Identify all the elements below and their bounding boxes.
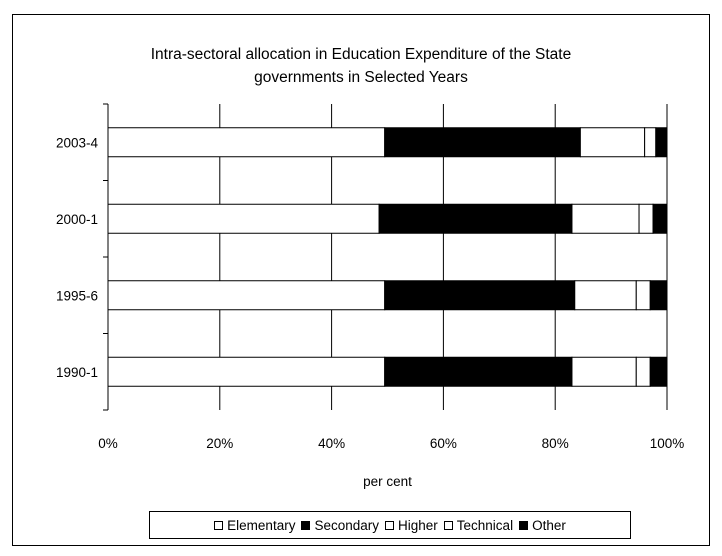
legend-item-secondary: Secondary (301, 518, 379, 533)
y-tick-label-1995-6: 1995-6 (56, 288, 98, 303)
legend-swatch-elementary (214, 520, 224, 530)
bar-higher-2003-4 (579, 127, 646, 158)
bar-higher-2000-1 (571, 203, 640, 234)
x-tick-label-0: 0% (98, 436, 118, 451)
bar-technical-1990-1 (635, 356, 651, 387)
bar-higher-1995-6 (574, 280, 637, 311)
legend-item-elementary: Elementary (214, 518, 295, 533)
y-tick-label-1990-1: 1990-1 (56, 365, 98, 380)
legend-label-secondary: Secondary (314, 517, 379, 533)
bar-secondary-1995-6 (384, 280, 576, 311)
chart-title-line-1: Intra-sectoral allocation in Education E… (150, 46, 572, 63)
y-tick-label-2003-4: 2003-4 (56, 135, 99, 150)
chart-legend: Elementary Secondary Higher Technical Other (149, 511, 631, 539)
legend-item-other: Other (519, 518, 566, 533)
bar-higher-1990-1 (571, 356, 637, 387)
legend-label-elementary: Elementary (227, 517, 296, 533)
bar-technical-2000-1 (638, 203, 654, 234)
chart-title-line-2: governments in Selected Years (254, 69, 468, 86)
legend-swatch-other (519, 520, 529, 530)
legend-swatch-secondary (301, 520, 311, 530)
bar-other-2000-1 (652, 203, 668, 234)
legend-label-other: Other (532, 517, 566, 533)
chart-frame (12, 14, 710, 546)
bar-other-1995-6 (649, 280, 668, 311)
legend-swatch-technical (443, 520, 453, 530)
y-tick-label-2000-1: 2000-1 (56, 212, 98, 227)
bar-other-1990-1 (649, 356, 668, 387)
bar-technical-1995-6 (635, 280, 651, 311)
legend-item-technical: Technical (443, 517, 514, 533)
x-tick-label-2: 40% (318, 436, 345, 451)
x-tick-label-5: 100% (650, 436, 685, 451)
x-axis-title: per cent (363, 474, 412, 489)
legend-label-higher: Higher (398, 517, 438, 533)
legend-label-technical: Technical (456, 517, 514, 533)
bar-technical-2003-4 (644, 127, 657, 158)
x-tick-label-4: 80% (542, 436, 569, 451)
legend-item-higher: Higher (385, 518, 438, 533)
bar-secondary-2003-4 (384, 127, 581, 158)
bar-secondary-2000-1 (378, 203, 573, 234)
legend-swatch-higher (385, 520, 394, 530)
bar-elementary-1990-1 (107, 356, 386, 387)
bar-elementary-2003-4 (107, 127, 386, 158)
x-tick-label-3: 60% (430, 436, 457, 451)
bar-elementary-1995-6 (107, 280, 386, 311)
bar-elementary-2000-1 (107, 203, 380, 234)
bar-other-2003-4 (655, 127, 668, 158)
bar-secondary-1990-1 (384, 356, 573, 387)
x-tick-label-1: 20% (206, 436, 233, 451)
